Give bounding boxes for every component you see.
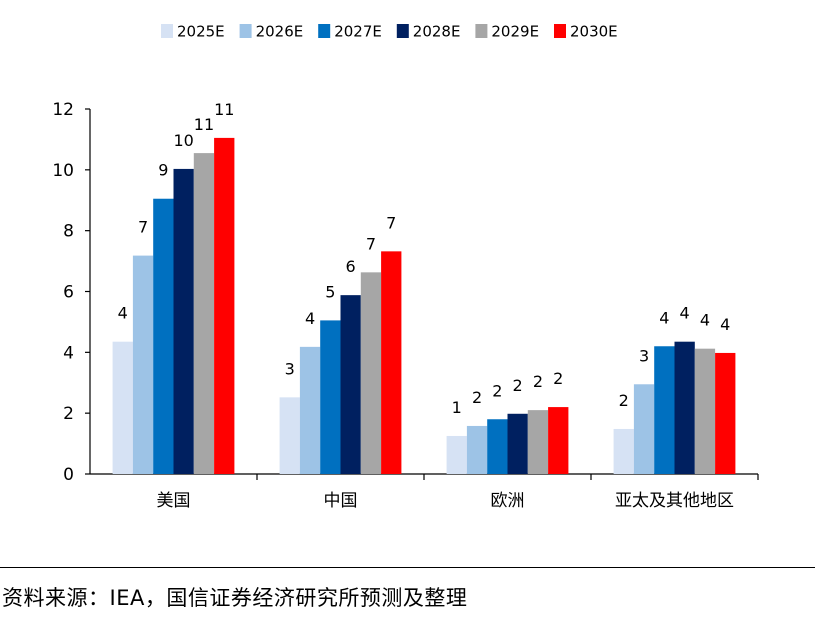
bar-2028E-2 [507,413,528,474]
x-category-label-0: 美国 [157,491,191,511]
data-label-2027E-1: 5 [325,282,335,301]
legend-swatch-2029E [475,24,488,38]
data-label-2028E-1: 6 [346,257,356,276]
bar-2025E-3 [613,428,634,474]
legend-label-2026E: 2026E [256,23,304,41]
bar-2027E-0 [153,198,174,474]
x-category-label-1: 中国 [324,491,358,511]
legend-label-2029E: 2029E [491,23,539,41]
data-label-2025E-0: 4 [118,304,128,323]
data-label-2030E-2: 2 [553,369,563,388]
bar-2025E-0 [112,341,133,474]
data-label-2029E-3: 4 [700,311,710,330]
legend-swatch-2030E [554,24,566,38]
bar-2030E-0 [214,137,235,475]
bar-2030E-3 [715,352,736,474]
data-label-2026E-2: 2 [472,388,482,407]
bar-2030E-2 [548,407,569,474]
bar-2029E-0 [193,153,215,474]
data-label-2026E-1: 4 [305,309,315,328]
data-label-2029E-1: 7 [366,234,376,253]
legend-label-2030E: 2030E [570,23,618,41]
data-label-2028E-0: 10 [173,131,193,150]
data-label-2029E-2: 2 [533,372,543,391]
y-tick-label-6: 6 [63,283,74,303]
legend-swatch-2026E [239,24,252,38]
legend-swatch-2027E [318,24,331,38]
bar-2025E-2 [446,435,467,474]
bar-2027E-3 [654,346,675,474]
data-label-2025E-2: 1 [452,398,462,417]
data-label-2025E-1: 3 [285,359,295,378]
y-tick-label-8: 8 [63,222,74,242]
data-label-2030E-3: 4 [720,315,730,334]
y-tick-label-12: 12 [52,100,74,120]
bar-2029E-3 [694,348,716,474]
data-label-2027E-0: 9 [158,161,168,180]
data-label-2028E-3: 4 [680,304,690,323]
bar-2029E-2 [527,410,549,474]
bar-chart: 2025E 2026E 2027E 2028E 2029E 2030E0246810124… [52,23,759,511]
legend-label-2028E: 2028E [413,23,461,41]
y-tick-label-2: 2 [63,404,74,424]
bar-2026E-3 [633,384,655,474]
source-note: 资料来源：IEA，国信证券经济研究所预测及整理 [2,586,468,610]
data-label-2025E-3: 2 [619,391,629,410]
data-label-2028E-2: 2 [513,376,523,395]
x-category-label-3: 亚太及其他地区 [615,491,734,511]
y-tick-label-10: 10 [52,161,74,181]
data-label-2026E-0: 7 [138,218,148,237]
bar-2026E-0 [132,255,154,474]
bar-2025E-1 [279,397,300,474]
data-label-2026E-3: 3 [639,346,649,365]
bar-2028E-0 [173,168,194,474]
bar-2029E-1 [360,272,382,474]
bar-2027E-2 [487,419,508,474]
bar-2028E-3 [674,341,695,474]
bar-2026E-1 [299,346,321,474]
legend-label-2027E: 2027E [334,23,382,41]
data-label-2030E-1: 7 [386,213,396,232]
data-label-2030E-0: 11 [214,100,234,119]
bar-2027E-1 [320,320,341,474]
y-tick-label-4: 4 [63,343,74,363]
bar-2030E-1 [381,251,402,474]
data-label-2027E-3: 4 [659,308,669,327]
y-tick-label-0: 0 [63,465,74,485]
x-category-label-2: 欧洲 [491,491,525,511]
bar-2026E-2 [466,425,488,474]
legend-swatch-2025E [161,24,173,38]
data-label-2027E-2: 2 [492,381,502,400]
legend-label-2025E: 2025E [177,23,225,41]
data-label-2029E-0: 11 [194,115,214,134]
footer-divider [0,567,815,568]
legend-swatch-2028E [396,24,409,38]
bar-2028E-1 [340,295,361,474]
